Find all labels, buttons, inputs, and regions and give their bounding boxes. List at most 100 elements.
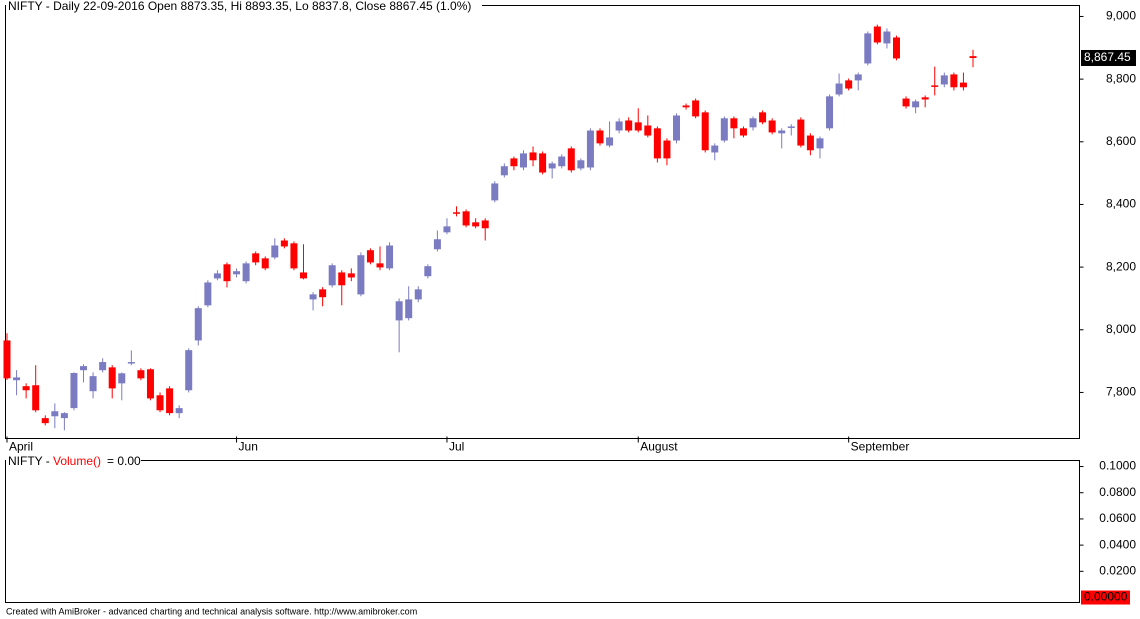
y-tick-label: 9,000 [1106, 9, 1136, 23]
y-tick-label: 8,600 [1106, 134, 1136, 148]
candle-body [32, 385, 40, 411]
candle-body [376, 263, 384, 268]
candle-body [519, 153, 527, 168]
candle-body [644, 125, 652, 136]
candle-body [931, 85, 939, 87]
candle-body [548, 163, 556, 169]
candle-body [137, 370, 145, 379]
x-tick-label: September [851, 440, 910, 454]
title-background [6, 0, 482, 13]
y-tick-label: 0.1000 [1099, 459, 1136, 473]
volume-title: NIFTY - [8, 454, 50, 468]
y-tick-label: 0.0400 [1099, 537, 1136, 551]
candle-body [615, 121, 623, 131]
candle-body [826, 96, 834, 129]
candle-body [13, 377, 21, 381]
candle-body [921, 97, 929, 100]
candle-body [768, 120, 776, 133]
candle-body [596, 130, 604, 144]
candle-body [873, 26, 881, 43]
y-tick-label: 8,800 [1106, 71, 1136, 85]
candle-body [252, 253, 260, 263]
y-tick-label: 8,000 [1106, 322, 1136, 336]
x-tick-label: April [9, 440, 33, 454]
candle-body [682, 105, 690, 108]
candle-body [223, 264, 231, 282]
candle-body [366, 250, 374, 263]
candle-body [51, 411, 59, 417]
candle-body [299, 272, 307, 279]
candle-body [577, 160, 585, 169]
candle-body [739, 128, 747, 136]
candle-body [864, 33, 872, 64]
y-tick-label: 8,400 [1106, 197, 1136, 211]
candle-body [118, 373, 126, 384]
candle-body [462, 211, 470, 226]
candle-body [730, 118, 738, 129]
candle-body [166, 388, 174, 414]
candle-body [969, 56, 977, 58]
candle-body [213, 273, 221, 279]
title-background [6, 455, 141, 468]
footer: Created with AmiBroker - advanced charti… [6, 606, 417, 616]
candle-body [481, 220, 489, 229]
candle-body [414, 289, 422, 300]
candle-body [41, 418, 49, 424]
candle-body [816, 138, 824, 149]
candle-body [347, 273, 355, 278]
candle-body [720, 118, 728, 141]
candle-body [797, 119, 805, 146]
candle-body [749, 118, 757, 128]
candle-body [319, 289, 327, 298]
candle-body [233, 271, 241, 275]
candle-body [539, 153, 547, 173]
candle-body [156, 395, 164, 411]
candle-body [692, 100, 700, 117]
candle-body [711, 145, 719, 153]
candle-body [185, 350, 193, 391]
candle-body [845, 80, 853, 89]
candle-body [242, 263, 250, 282]
candle-body [443, 226, 451, 233]
candle-body [892, 37, 900, 59]
candle-body [386, 245, 394, 269]
candle-body [912, 101, 920, 108]
candle-body [778, 130, 786, 134]
candle-body [395, 301, 403, 321]
candle-body [806, 135, 814, 151]
candle-body [271, 245, 279, 258]
candle-body [80, 366, 88, 371]
candle-body [529, 152, 537, 161]
candle-body [500, 166, 508, 176]
candle-body [606, 137, 614, 146]
candle-body [357, 255, 365, 295]
candle-body [586, 130, 594, 168]
candle-body [510, 158, 518, 167]
candle-body [663, 140, 671, 159]
candle-body [835, 83, 843, 95]
candle-body [453, 212, 461, 214]
indicator-name: Volume() [53, 454, 101, 468]
candle-body [854, 74, 862, 81]
candle-body [883, 31, 891, 44]
candle-body [261, 258, 269, 269]
candle-body [405, 299, 413, 319]
candle-body [959, 82, 967, 88]
candle-body [673, 115, 681, 141]
last-value-box [1081, 590, 1130, 605]
y-tick-label: 0.0200 [1099, 563, 1136, 577]
candle-body [280, 240, 288, 247]
candle-body [787, 126, 795, 128]
candle-body [558, 156, 566, 167]
candle-body [424, 266, 432, 277]
candle-body [634, 122, 642, 131]
candle-body [3, 340, 11, 379]
candle-body [433, 239, 441, 250]
candle-body [309, 294, 317, 300]
candle-body [127, 362, 135, 364]
candle-body [328, 265, 336, 286]
last-price-label: 8,867.45 [1084, 50, 1131, 64]
candle-body [940, 75, 948, 85]
candle-body [60, 413, 68, 419]
